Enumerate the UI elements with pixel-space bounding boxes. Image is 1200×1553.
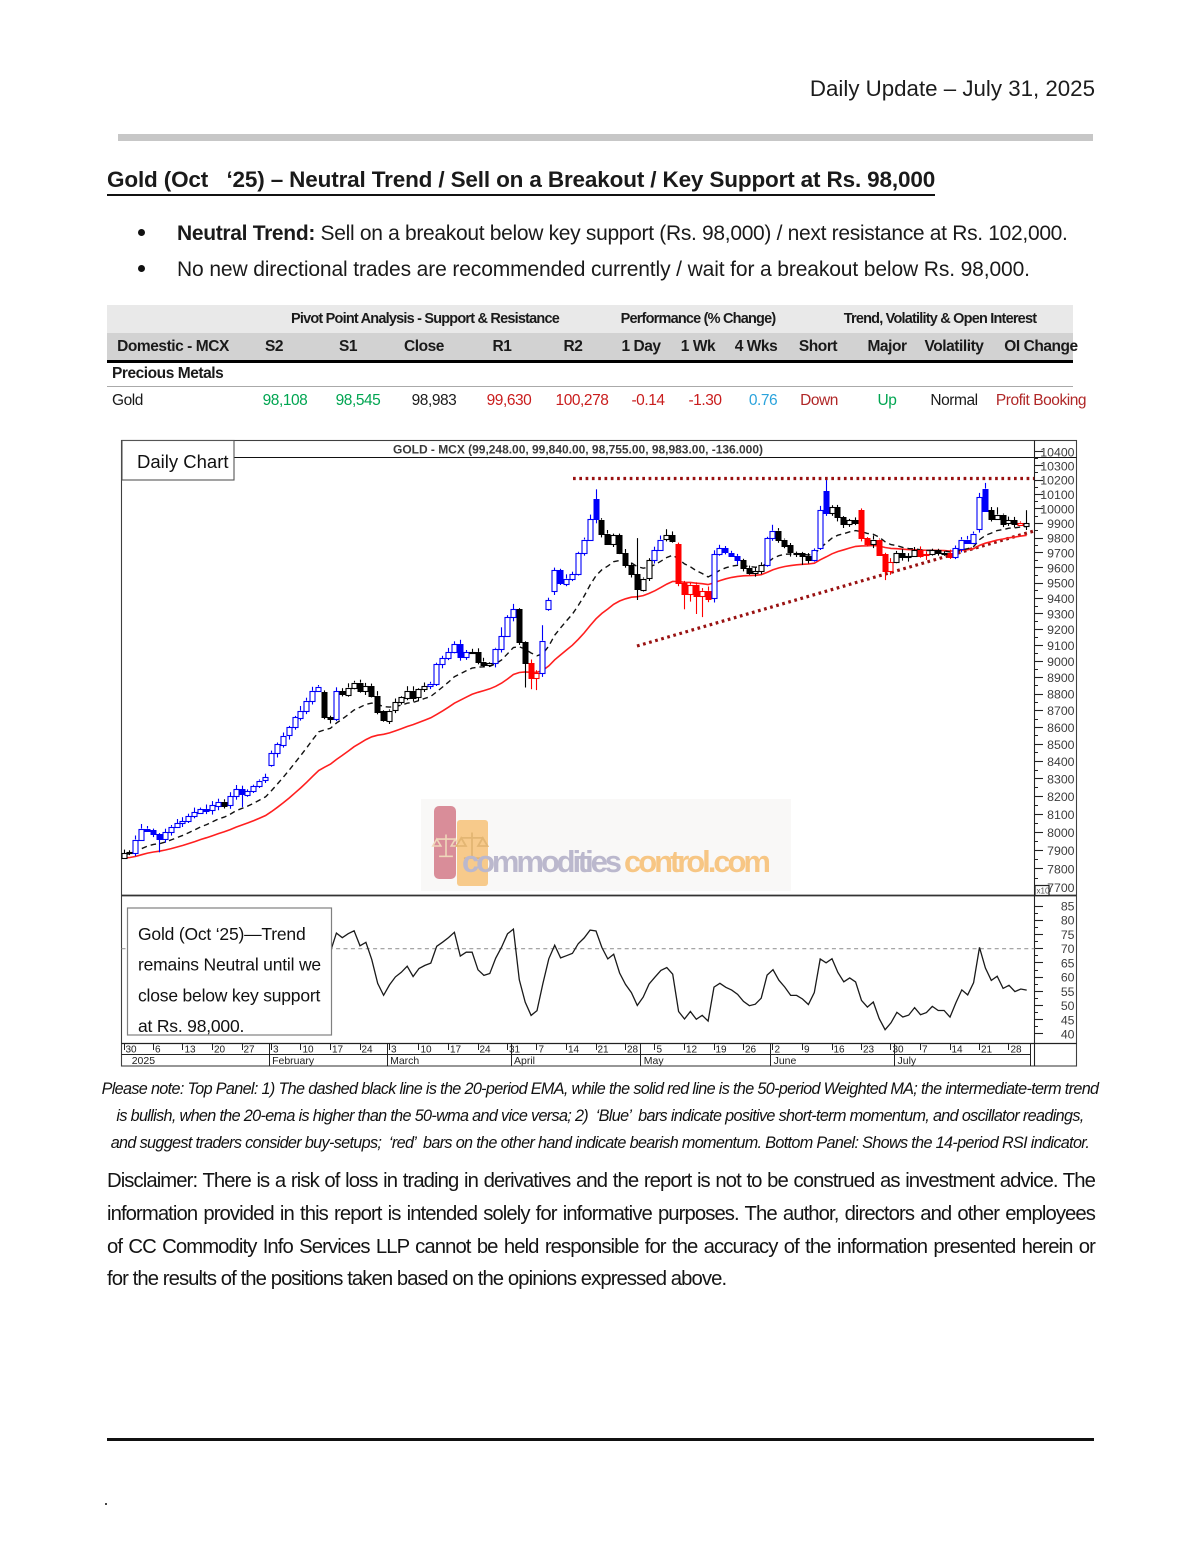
svg-text:8700: 8700 [1047, 704, 1075, 718]
svg-text:28: 28 [1011, 1045, 1023, 1056]
svg-text:8800: 8800 [1047, 688, 1075, 702]
svg-text:3: 3 [391, 1045, 397, 1056]
svg-text:30: 30 [126, 1045, 138, 1056]
svg-text:13: 13 [185, 1045, 197, 1056]
svg-text:20: 20 [214, 1045, 226, 1056]
svg-text:July: July [898, 1055, 917, 1067]
svg-text:14: 14 [568, 1045, 580, 1056]
svg-text:40: 40 [1061, 1028, 1075, 1042]
svg-text:19: 19 [716, 1045, 728, 1056]
svg-text:17: 17 [450, 1045, 462, 1056]
svg-text:7800: 7800 [1047, 863, 1075, 877]
svg-text:21: 21 [981, 1045, 993, 1056]
svg-text:28: 28 [627, 1045, 639, 1056]
svg-text:close below key support: close below key support [138, 985, 321, 1005]
svg-text:9600: 9600 [1047, 561, 1075, 575]
svg-text:10: 10 [303, 1045, 315, 1056]
svg-text:remains Neutral until we: remains Neutral until we [138, 955, 321, 975]
svg-text:55: 55 [1061, 985, 1075, 999]
svg-text:9000: 9000 [1047, 655, 1075, 669]
svg-text:9200: 9200 [1047, 623, 1075, 637]
svg-text:commodities: commodities [462, 844, 622, 879]
svg-text:8900: 8900 [1047, 671, 1075, 685]
svg-text:14: 14 [952, 1045, 964, 1056]
svg-text:7900: 7900 [1047, 844, 1075, 858]
svg-text:3: 3 [273, 1045, 279, 1056]
svg-text:10: 10 [421, 1045, 433, 1056]
svg-text:16: 16 [834, 1045, 846, 1056]
svg-text:at Rs. 98,000.: at Rs. 98,000. [138, 1016, 244, 1036]
svg-text:control.com: control.com [624, 844, 771, 879]
svg-text:21: 21 [598, 1045, 610, 1056]
svg-text:June: June [774, 1055, 797, 1067]
svg-text:9700: 9700 [1047, 546, 1075, 560]
svg-text:2: 2 [775, 1045, 781, 1056]
svg-text:9500: 9500 [1047, 577, 1075, 591]
svg-text:April: April [514, 1055, 535, 1067]
svg-text:70: 70 [1061, 942, 1075, 956]
svg-text:8600: 8600 [1047, 721, 1075, 735]
svg-text:10400: 10400 [1040, 445, 1074, 459]
svg-text:7: 7 [539, 1045, 545, 1056]
svg-text:8100: 8100 [1047, 808, 1075, 822]
svg-text:26: 26 [745, 1045, 757, 1056]
svg-text:17: 17 [332, 1045, 344, 1056]
svg-text:8500: 8500 [1047, 738, 1075, 752]
svg-text:23: 23 [863, 1045, 875, 1056]
svg-text:9100: 9100 [1047, 639, 1075, 653]
svg-text:10000: 10000 [1040, 502, 1074, 516]
svg-text:80: 80 [1061, 914, 1075, 928]
svg-text:2025: 2025 [132, 1055, 156, 1067]
svg-text:9: 9 [804, 1045, 810, 1056]
svg-text:12: 12 [686, 1045, 698, 1056]
svg-text:GOLD - MCX (99,248.00, 99,840.: GOLD - MCX (99,248.00, 99,840.00, 98,755… [393, 443, 763, 457]
svg-text:6: 6 [155, 1045, 161, 1056]
svg-text:75: 75 [1061, 928, 1075, 942]
svg-text:10300: 10300 [1040, 459, 1074, 473]
svg-text:65: 65 [1061, 956, 1075, 970]
svg-text:9800: 9800 [1047, 532, 1075, 546]
svg-text:60: 60 [1061, 971, 1075, 985]
svg-text:8200: 8200 [1047, 790, 1075, 804]
svg-text:24: 24 [362, 1045, 374, 1056]
svg-text:85: 85 [1061, 900, 1075, 914]
svg-text:May: May [644, 1055, 665, 1067]
svg-text:9400: 9400 [1047, 592, 1075, 606]
svg-text:7: 7 [922, 1045, 928, 1056]
svg-text:7700: 7700 [1047, 881, 1075, 895]
svg-text:45: 45 [1061, 1013, 1075, 1027]
svg-text:Gold (Oct ‘25)—Trend: Gold (Oct ‘25)—Trend [138, 924, 306, 944]
svg-text:9900: 9900 [1047, 517, 1075, 531]
svg-text:30: 30 [893, 1045, 905, 1056]
svg-text:8300: 8300 [1047, 772, 1075, 786]
svg-text:February: February [272, 1055, 315, 1067]
svg-text:31: 31 [509, 1045, 521, 1056]
svg-text:x10: x10 [1037, 887, 1050, 896]
svg-text:8400: 8400 [1047, 755, 1075, 769]
svg-text:10100: 10100 [1040, 488, 1074, 502]
svg-text:27: 27 [244, 1045, 256, 1056]
svg-text:5: 5 [657, 1045, 663, 1056]
svg-text:10200: 10200 [1040, 474, 1074, 488]
svg-text:8000: 8000 [1047, 826, 1075, 840]
svg-text:50: 50 [1061, 999, 1075, 1013]
svg-text:9300: 9300 [1047, 608, 1075, 622]
svg-text:March: March [390, 1055, 419, 1067]
svg-text:24: 24 [480, 1045, 492, 1056]
svg-text:Daily Chart: Daily Chart [137, 451, 229, 472]
